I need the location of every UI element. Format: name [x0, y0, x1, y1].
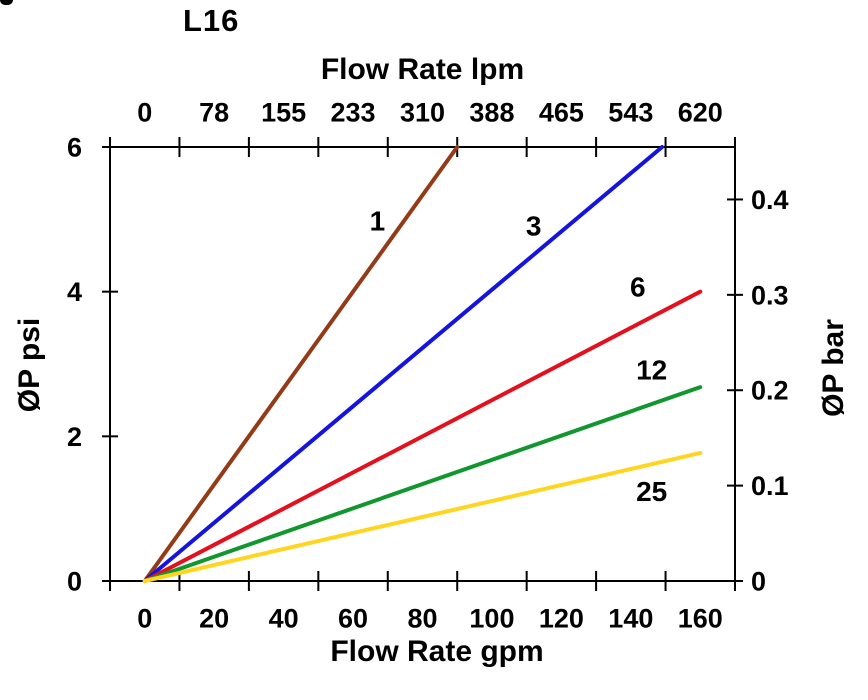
- top-tick-label: 465: [539, 97, 584, 127]
- top-tick-label: 310: [400, 97, 445, 127]
- right-tick-label: 0: [751, 566, 766, 596]
- top-axis-title: Flow Rate lpm: [320, 53, 525, 86]
- bottom-tick-label: 80: [407, 603, 437, 633]
- right-tick-label: 0.1: [751, 471, 789, 501]
- bottom-tick-label: 40: [269, 603, 299, 633]
- series-label-6: 6: [630, 271, 646, 302]
- top-tick-label: 78: [199, 97, 229, 127]
- top-tick-label: 233: [331, 97, 376, 127]
- bottom-tick-label: 20: [199, 603, 229, 633]
- clipped-glyph-artifact: [0, 0, 13, 5]
- series-label-3: 3: [526, 211, 542, 242]
- top-tick-label: 543: [608, 97, 653, 127]
- top-tick-label: 155: [261, 97, 306, 127]
- bottom-tick-label: 140: [608, 603, 653, 633]
- bottom-tick-label: 160: [678, 603, 723, 633]
- left-tick-label: 0: [67, 566, 82, 596]
- top-tick-label: 388: [469, 97, 514, 127]
- bottom-tick-label: 100: [469, 603, 514, 633]
- right-tick-label: 0.3: [751, 280, 789, 310]
- right-tick-label: 0.2: [751, 376, 789, 406]
- series-label-12: 12: [636, 355, 667, 386]
- top-tick-label: 0: [137, 97, 152, 127]
- bottom-tick-label: 60: [338, 603, 368, 633]
- left-tick-label: 6: [67, 132, 82, 162]
- series-label-1: 1: [370, 206, 386, 237]
- left-tick-label: 4: [67, 277, 82, 307]
- series-line-25: [142, 450, 703, 583]
- bottom-tick-label: 0: [137, 603, 152, 633]
- series-line-6: [142, 289, 703, 583]
- left-tick-label: 2: [67, 422, 82, 452]
- series-line-1: [142, 145, 460, 583]
- series-line-3: [142, 145, 665, 583]
- chart-title: L16: [183, 3, 240, 38]
- right-tick-label: 0.4: [751, 185, 789, 215]
- bottom-tick-label: 120: [539, 603, 584, 633]
- series-line-12: [142, 385, 703, 583]
- bottom-axis-title: Flow Rate gpm: [330, 635, 544, 668]
- top-tick-label: 620: [678, 97, 723, 127]
- series-label-25: 25: [636, 476, 667, 507]
